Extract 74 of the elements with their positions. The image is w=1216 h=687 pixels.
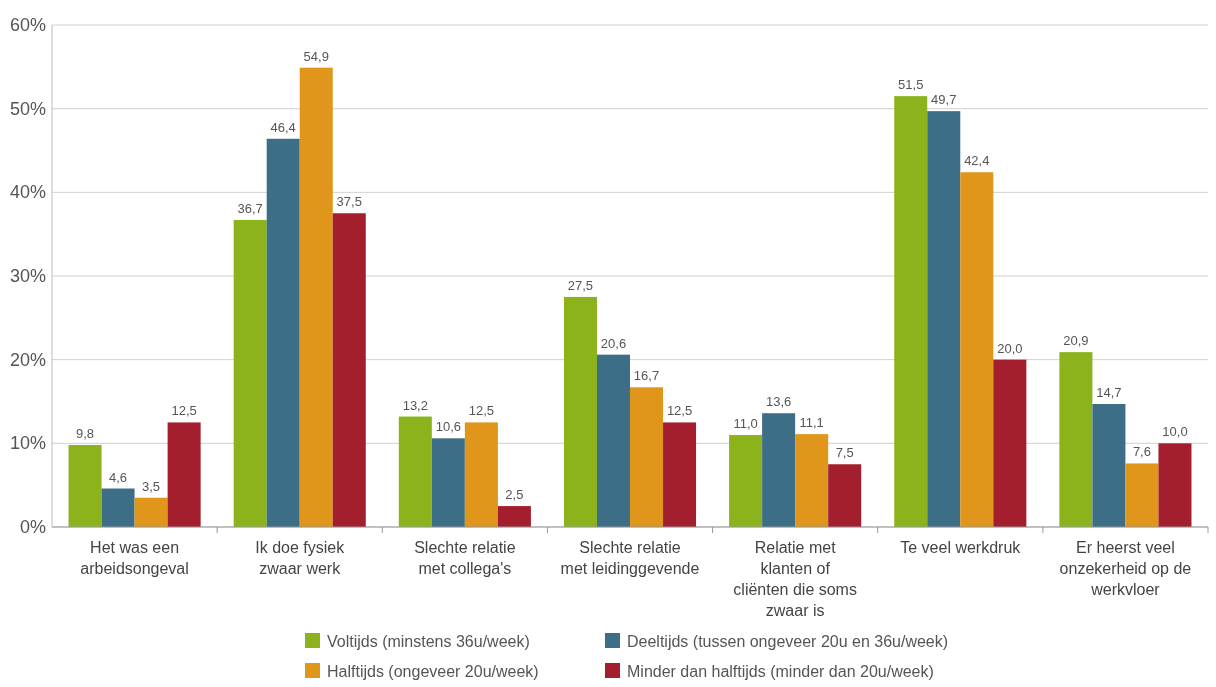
data-label: 7,6 — [1132, 444, 1151, 460]
data-label: 12,5 — [666, 403, 693, 419]
bar — [927, 111, 961, 527]
x-tick-label: Het was een arbeidsongeval — [80, 539, 189, 577]
data-label: 13,2 — [402, 397, 428, 413]
y-tick-label: 60% — [9, 15, 46, 35]
legend-label: Voltijds (minstens 36u/week) — [327, 633, 530, 650]
data-label: 14,7 — [1096, 385, 1122, 401]
data-label: 12,5 — [468, 403, 495, 419]
x-tick-label: Er heerst veel onzekerheid op de werkvloer — [1059, 539, 1192, 598]
data-label: 42,4 — [964, 153, 990, 169]
bar — [1158, 443, 1192, 527]
data-label: 20,9 — [1063, 333, 1089, 349]
bar — [762, 413, 796, 527]
data-label: 54,9 — [303, 48, 329, 64]
bar — [1092, 404, 1126, 527]
bar — [497, 506, 531, 527]
bar — [630, 387, 664, 527]
bar — [464, 422, 498, 527]
bar — [299, 67, 333, 527]
x-tick-label: Relatie met klanten of cliënten die soms zwaar is — [733, 539, 857, 619]
bar — [101, 488, 135, 527]
bar — [729, 434, 763, 527]
x-tick-label: Slechte relatie met collega's — [414, 539, 516, 577]
data-label: 3,5 — [142, 478, 161, 494]
bar — [233, 219, 267, 527]
data-label: 9,8 — [75, 426, 95, 442]
data-label: 20,0 — [997, 340, 1023, 356]
y-tick-label: 40% — [9, 182, 46, 203]
bar — [266, 138, 300, 527]
bar — [332, 213, 366, 527]
data-label: 7,5 — [835, 445, 854, 461]
data-label: 27,5 — [567, 277, 594, 293]
y-tick-label: 20% — [9, 349, 46, 370]
data-label: 11,1 — [799, 415, 824, 431]
data-label: 4,6 — [109, 469, 128, 485]
bar — [1059, 352, 1093, 527]
bar — [596, 354, 630, 527]
data-label: 51,5 — [898, 77, 924, 93]
legend-label: Deeltijds (tussen ongeveer 20u en 36u/week) — [627, 633, 949, 650]
y-tick-label: 50% — [9, 98, 46, 119]
y-tick-label: 10% — [9, 433, 46, 454]
data-label: 10,0 — [1162, 424, 1188, 440]
x-tick-label: Slechte relatie met leidinggevende — [560, 539, 700, 577]
data-label: 2,5 — [505, 487, 524, 503]
data-label: 36,7 — [237, 200, 263, 216]
bar — [993, 359, 1027, 527]
data-label: 16,7 — [633, 368, 660, 384]
legend-label: Minder dan halftijds (minder dan 20u/week) — [627, 663, 934, 680]
x-tick-label: Te veel werkdruk — [900, 539, 1022, 556]
bar — [563, 296, 597, 527]
bar — [795, 434, 829, 527]
bar — [663, 422, 697, 527]
data-label: 20,6 — [600, 335, 627, 351]
bar — [828, 464, 862, 527]
data-label: 13,6 — [765, 394, 792, 410]
data-label: 46,4 — [270, 119, 296, 135]
bar — [894, 96, 928, 527]
x-tick-label: Ik doe fysiek zwaar werk — [255, 539, 346, 577]
y-tick-label: 0% — [19, 517, 46, 537]
y-tick-label: 30% — [9, 266, 46, 286]
bar — [398, 416, 432, 527]
bar — [1125, 463, 1159, 527]
data-label: 12,5 — [171, 403, 197, 419]
bar — [68, 445, 102, 527]
bar — [134, 497, 168, 527]
bar — [960, 172, 994, 527]
data-label: 11,0 — [733, 415, 758, 431]
legend-label: Halftijds (ongeveer 20u/week) — [327, 663, 539, 680]
data-label: 10,6 — [435, 419, 461, 435]
data-label: 49,7 — [931, 92, 957, 108]
data-label: 37,5 — [336, 194, 362, 210]
bar — [431, 438, 465, 527]
bar — [167, 422, 201, 527]
